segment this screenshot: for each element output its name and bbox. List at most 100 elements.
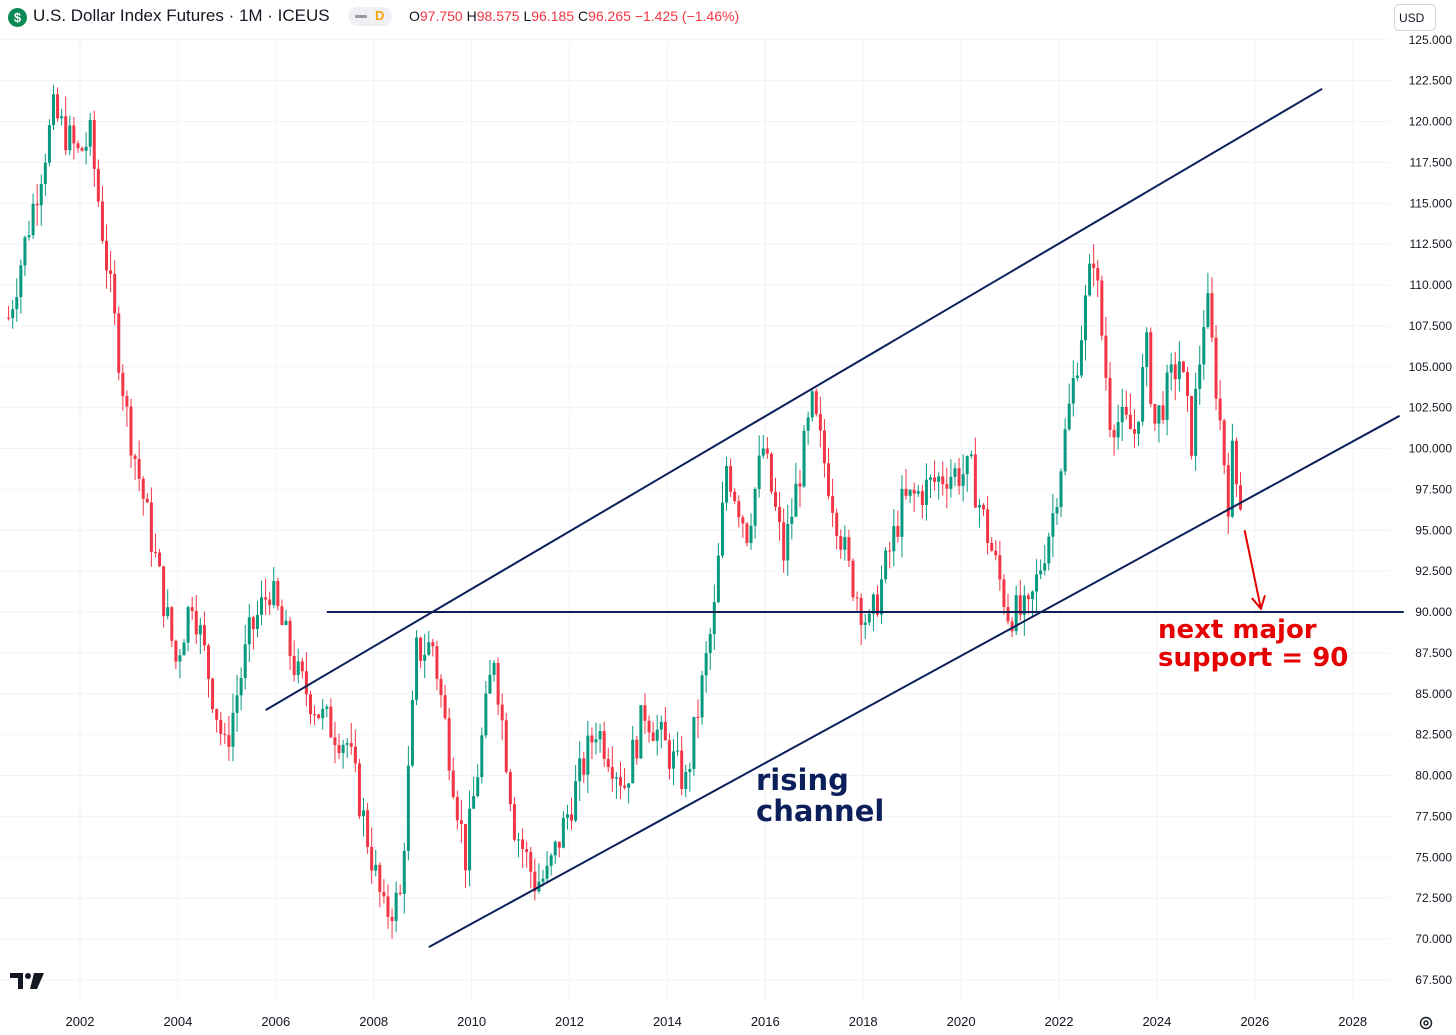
candle-body [1043,563,1047,571]
close-label: C [577,8,589,24]
settings-icon[interactable] [1418,1015,1434,1031]
candle-body [676,750,680,752]
candle-body [806,417,810,431]
candle-body [1149,332,1153,405]
candle [105,224,109,289]
candle [977,498,981,528]
candle-body [1051,513,1055,537]
candle [382,879,386,904]
candle [194,594,198,644]
candle-body [700,675,704,718]
candle [288,616,292,671]
candle [427,630,431,656]
candle [680,736,684,796]
candle-body [778,506,782,523]
candle-body [884,550,888,580]
candle [1214,325,1218,411]
candle-body [43,162,47,184]
candle-body [1014,595,1018,632]
candle [145,493,149,503]
time-axis[interactable]: 2002 2004 2006 2008 2010 2012 2014 2016 2018 2020… [66,1014,1368,1029]
candle-body [525,849,529,853]
candle-body [712,602,716,635]
candle-body [557,841,561,848]
candle-body [60,116,64,119]
candle [888,541,892,569]
candle [835,508,839,550]
candle-body [370,846,374,871]
tradingview-logo-icon[interactable] [10,971,44,991]
candle-body [251,617,255,630]
candle [929,474,933,498]
candle-body [56,94,60,119]
candle-body [419,637,423,661]
candle-body [394,892,398,922]
candle-body [900,488,904,537]
candle [912,482,916,513]
candle-body [496,662,500,705]
candle-body [1100,280,1104,336]
candle [953,462,957,487]
trend-lines[interactable] [265,87,1404,949]
symbol-title[interactable]: U.S. Dollar Index Futures · 1M · ICEUS [33,6,330,25]
currency-button[interactable]: USD [1394,4,1436,31]
candle [1222,418,1226,475]
candle-body [145,498,149,503]
candle [1104,316,1108,391]
candle [712,584,716,650]
candle [64,96,68,156]
candle [1043,544,1047,576]
candle-body [235,695,239,713]
candle [916,484,920,497]
candle [623,767,627,790]
candle-body [300,661,304,672]
price-axis[interactable]: 67.500 70.000 72.500 75.000 77.500 80.000 82.5… [1409,33,1453,987]
candle [357,758,361,820]
candle [35,183,39,226]
support-annotation-line1: next major [1158,615,1317,645]
candle-body [7,317,11,319]
candle-body [308,694,312,715]
candle [325,704,329,718]
y-tick-label: 112.500 [1410,237,1453,251]
candle [1190,395,1194,460]
candle [574,764,578,823]
candle [1014,585,1018,635]
candle-body [688,768,692,773]
data-status-pill[interactable]: D [348,7,392,26]
candle-body [459,820,463,824]
candle-body [1096,267,1100,281]
candle-body [745,523,749,543]
candle [463,823,467,889]
candle-body [162,566,166,617]
support-arrow-head [1251,595,1266,611]
candle [333,721,337,764]
y-tick-label: 95.000 [1415,523,1452,537]
dollar-sign-icon[interactable]: $ [8,8,27,27]
candle [643,693,647,734]
candle-body [239,677,243,696]
candle-body [545,865,549,879]
candle [455,790,459,830]
candle [802,425,806,488]
y-tick-label: 105.000 [1409,360,1453,374]
candle [1177,341,1181,392]
candle [847,529,851,568]
candle-body [1214,337,1218,399]
candle-body [35,203,39,206]
candle [1149,327,1153,408]
candle [565,804,569,830]
candle [378,862,382,908]
candle-body [288,620,292,657]
candle-body [47,125,51,163]
y-tick-label: 120.000 [1409,115,1453,129]
candle-body [692,716,696,769]
candle [1071,360,1075,417]
candle-body [321,708,325,719]
candle [982,503,986,517]
candle-body [15,297,19,310]
candle [1194,372,1198,471]
candle [1218,379,1222,431]
candle [1210,277,1214,343]
